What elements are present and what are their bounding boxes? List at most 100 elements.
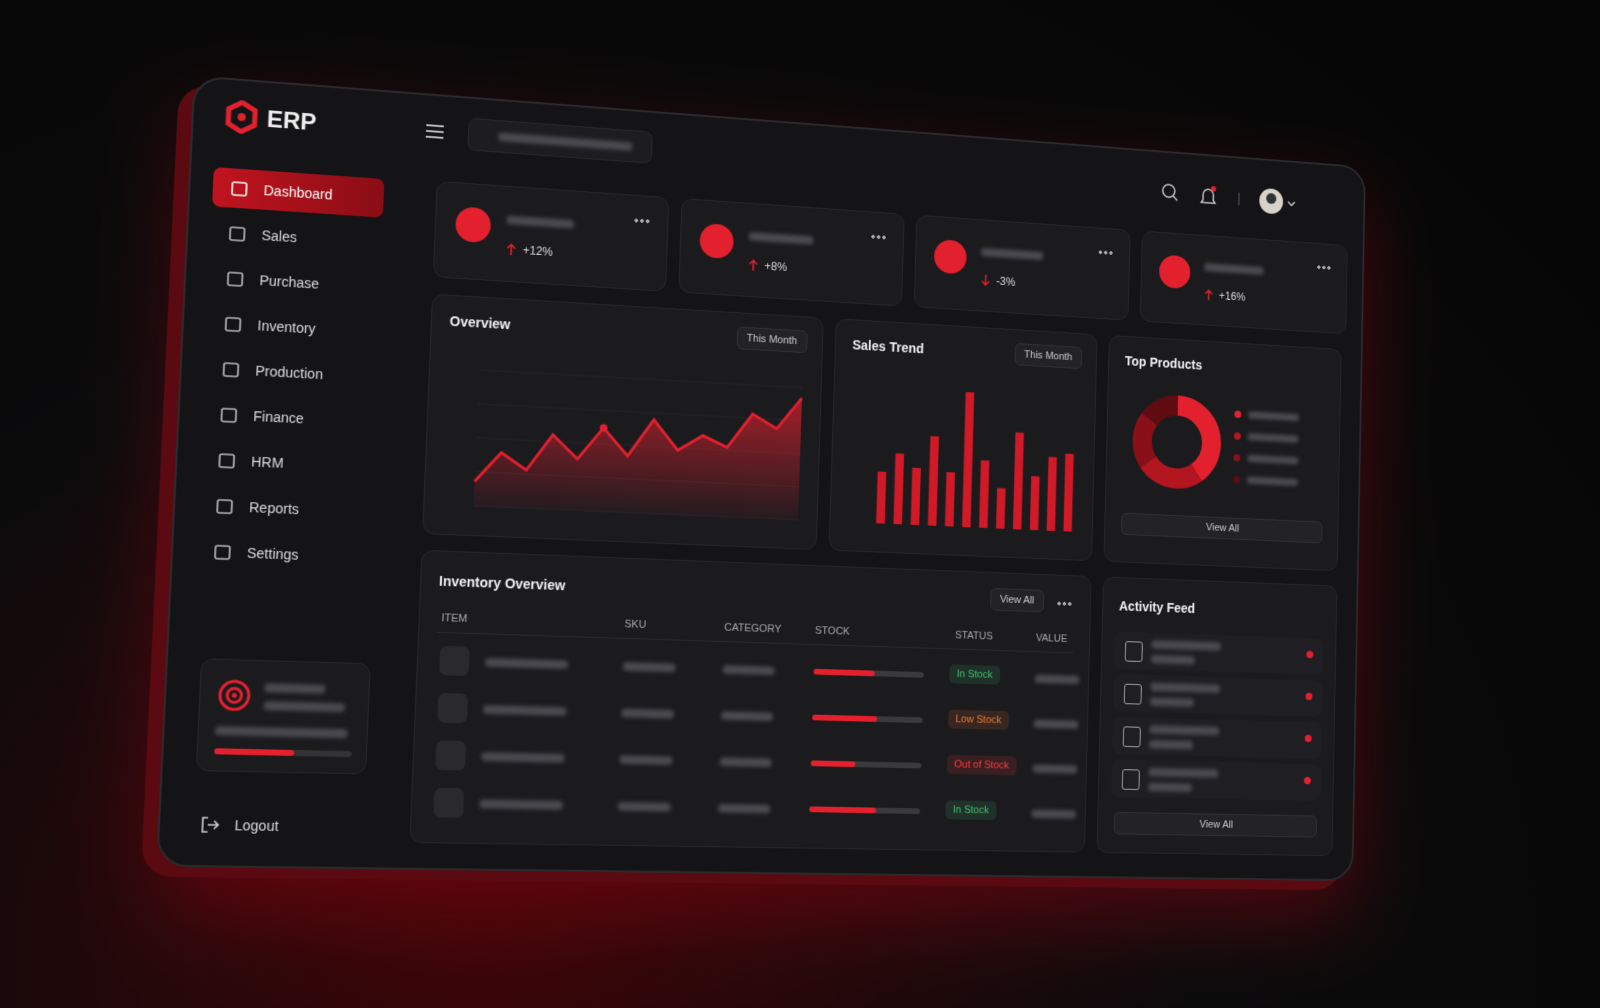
blurred-text xyxy=(1148,768,1218,778)
icon-shape xyxy=(215,546,230,560)
blurred-text xyxy=(506,215,574,228)
legend-dot xyxy=(1233,454,1240,462)
nav-label: Reports xyxy=(249,499,299,517)
nav-item[interactable]: Production xyxy=(203,348,376,397)
more-button[interactable] xyxy=(870,235,886,240)
bar xyxy=(1013,432,1024,529)
more-button[interactable] xyxy=(1056,602,1072,606)
legend-dot xyxy=(1233,476,1240,484)
card-title: Sales Trend xyxy=(852,337,924,356)
period-select[interactable]: This Month xyxy=(736,326,808,353)
kpi-change: -3% xyxy=(996,275,1015,289)
blurred-text xyxy=(619,755,672,765)
search-box[interactable] xyxy=(467,118,652,164)
trend-arrow xyxy=(505,242,517,256)
nav-label: Dashboard xyxy=(263,182,332,202)
icon-shape xyxy=(232,182,247,196)
icon-shape xyxy=(226,318,241,332)
nav-icon xyxy=(225,268,246,289)
view-all[interactable]: View All xyxy=(1121,513,1323,544)
stock-track xyxy=(812,715,923,724)
icon-shape xyxy=(228,272,243,286)
nav-item[interactable]: Sales xyxy=(210,212,383,262)
blurred-text xyxy=(1031,809,1076,818)
column-header: CATEGORY xyxy=(724,622,781,635)
blurred-text xyxy=(498,132,632,151)
kpi-change: +12% xyxy=(523,243,553,258)
nav-item[interactable]: Finance xyxy=(201,394,375,442)
stock-track xyxy=(809,806,920,814)
card-title: Top Products xyxy=(1125,353,1203,372)
more-button[interactable] xyxy=(633,218,650,223)
kpi-change: +8% xyxy=(764,259,787,274)
legend-dot xyxy=(1234,432,1241,440)
kpi-icon xyxy=(1159,254,1191,289)
blurred-text xyxy=(483,705,566,716)
kpi-row xyxy=(196,77,1365,168)
activity-list xyxy=(1104,577,1337,586)
blurred-text xyxy=(718,804,770,814)
blurred-text xyxy=(621,709,674,719)
nav-item[interactable]: Purchase xyxy=(208,257,381,307)
activity-row xyxy=(1114,631,1324,675)
bar xyxy=(996,488,1006,529)
nav-icon xyxy=(218,404,239,425)
logout-icon xyxy=(199,815,221,836)
icon-shape xyxy=(224,363,239,377)
blurred-text xyxy=(1151,655,1195,665)
status-pill: Low Stock xyxy=(948,710,1009,730)
blurred-text xyxy=(1204,263,1264,275)
more-button[interactable] xyxy=(1098,250,1114,255)
nav-item[interactable]: Dashboard xyxy=(212,167,384,218)
menu-button[interactable] xyxy=(424,122,446,141)
kpi-icon xyxy=(934,239,967,274)
legend-dot xyxy=(1234,410,1241,418)
activity-icon xyxy=(1124,684,1142,705)
view-all[interactable]: View All xyxy=(1114,812,1317,838)
kpi-change: +16% xyxy=(1219,289,1246,303)
bar xyxy=(962,392,974,527)
column-header: VALUE xyxy=(1036,633,1068,645)
nav-icon xyxy=(216,450,237,471)
blurred-text xyxy=(981,248,1043,260)
period-select[interactable]: This Month xyxy=(1014,343,1082,369)
nav-icon xyxy=(214,496,235,517)
activity-icon xyxy=(1122,769,1140,790)
activity-card: Activity Feed View All xyxy=(1096,576,1337,856)
nav-item[interactable]: Settings xyxy=(195,531,369,577)
more-button[interactable] xyxy=(1316,265,1331,270)
sidebar-nav xyxy=(196,77,1365,168)
logout[interactable]: Logout xyxy=(182,804,358,847)
stock-bar xyxy=(811,760,856,767)
blurred-text xyxy=(1247,455,1298,465)
blurred-text xyxy=(481,752,564,763)
blurred-text xyxy=(721,711,773,721)
status-pill: In Stock xyxy=(945,800,996,820)
column-header: STOCK xyxy=(815,625,850,638)
nav-item[interactable]: Inventory xyxy=(206,303,379,352)
trend-arrow xyxy=(980,274,991,288)
item-icon xyxy=(433,788,464,818)
column-header: STATUS xyxy=(955,630,993,643)
kpi-icon xyxy=(455,206,492,243)
bar xyxy=(893,453,904,524)
status-pill: In Stock xyxy=(949,664,1000,684)
sales-trend-card: Sales Trend This Month xyxy=(829,318,1098,561)
nav-label: Settings xyxy=(247,545,299,563)
stock-bar xyxy=(812,715,877,722)
stock-bar xyxy=(814,669,875,677)
activity-mark xyxy=(1305,735,1312,742)
blurred-text xyxy=(1148,783,1192,792)
view-all[interactable]: View All xyxy=(990,588,1045,612)
stock-bar xyxy=(809,806,876,813)
brand: ERP xyxy=(266,106,317,137)
blurred-text xyxy=(1032,764,1077,773)
promo-card xyxy=(196,658,371,774)
activity-row xyxy=(1112,717,1322,759)
blurred-text xyxy=(1150,697,1194,707)
nav-item[interactable]: HRM xyxy=(199,439,373,486)
progress-track xyxy=(214,748,352,757)
bar xyxy=(979,460,989,528)
nav-item[interactable]: Reports xyxy=(197,485,371,532)
activity-row xyxy=(1113,674,1323,717)
